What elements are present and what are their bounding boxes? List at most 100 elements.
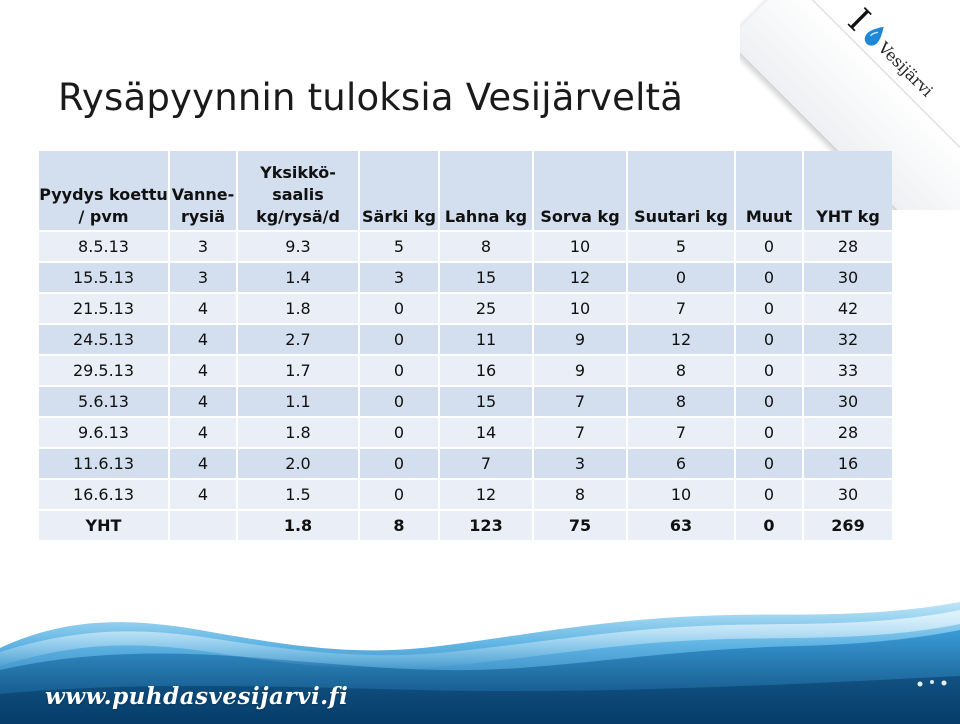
table-cell: 0 [736,356,802,385]
table-cell: 4 [170,387,236,416]
total-row: YHT 1.8 8 123 75 63 0 269 [39,511,892,540]
table-cell: 42 [804,294,892,323]
table-cell: 30 [804,480,892,509]
table-cell: 1.1 [238,387,358,416]
total-cell: 123 [440,511,532,540]
table-cell: 1.8 [238,294,358,323]
table-cell: 12 [628,325,734,354]
table-cell: 24.5.13 [39,325,168,354]
table-cell: 0 [360,480,438,509]
table-cell: 9.3 [238,232,358,261]
table-cell: 15 [440,387,532,416]
table-cell: 7 [534,387,626,416]
table-row: 11.6.13 4 2.0 0 7 3 6 0 16 [39,449,892,478]
table-cell: 0 [360,387,438,416]
table-cell: 0 [360,325,438,354]
table-cell: 0 [736,418,802,447]
table-cell: 33 [804,356,892,385]
total-cell [170,511,236,540]
table-cell: 0 [360,294,438,323]
total-cell: 63 [628,511,734,540]
table-cell: 16.6.13 [39,480,168,509]
table-cell: 30 [804,263,892,292]
column-header-line: Yksikkö- [260,163,336,182]
column-header-line: Suutari kg [634,207,728,226]
table-cell: 16 [440,356,532,385]
table-cell: 5 [360,232,438,261]
table-cell: 0 [736,294,802,323]
table-cell: 12 [534,263,626,292]
total-cell: 269 [804,511,892,540]
table-row: 9.6.13 4 1.8 0 14 7 7 0 28 [39,418,892,447]
table-cell: 0 [628,263,734,292]
column-header: Särki kg [360,151,438,230]
table-cell: 11.6.13 [39,449,168,478]
table-cell: 3 [170,263,236,292]
table-cell: 1.4 [238,263,358,292]
column-header: Muut [736,151,802,230]
table-cell: 2.0 [238,449,358,478]
table-cell: 3 [534,449,626,478]
table-cell: 4 [170,294,236,323]
column-header: Pyydys koettu / pvm [39,151,168,230]
total-cell: YHT [39,511,168,540]
table-cell: 5 [628,232,734,261]
table-row: 5.6.13 4 1.1 0 15 7 8 0 30 [39,387,892,416]
table-cell: 11 [440,325,532,354]
table-cell: 14 [440,418,532,447]
table-cell: 8 [628,356,734,385]
table-cell: 0 [360,449,438,478]
table-cell: 5.6.13 [39,387,168,416]
table-cell: 7 [628,418,734,447]
column-header: Yksikkö-saalis kg/rysä/d [238,151,358,230]
column-header-line: Särki kg [362,207,436,226]
table-cell: 0 [736,480,802,509]
table-cell: 4 [170,480,236,509]
table-body: 8.5.13 3 9.3 5 8 10 5 0 28 15.5.13 3 1.4 3 15 12 0 0 30 21… [39,232,892,540]
column-header: Vanne-rysiä [170,151,236,230]
total-cell: 8 [360,511,438,540]
table-row: 29.5.13 4 1.7 0 16 9 8 0 33 [39,356,892,385]
table-cell: 9.6.13 [39,418,168,447]
table-cell: 4 [170,449,236,478]
column-header: Suutari kg [628,151,734,230]
table-cell: 7 [534,418,626,447]
table-cell: 4 [170,325,236,354]
table-cell: 2.7 [238,325,358,354]
table-cell: 6 [628,449,734,478]
vesijarvi-logo: I Vesijärvi [807,1,948,147]
table-cell: 4 [170,418,236,447]
table-cell: 1.8 [238,418,358,447]
table-cell: 10 [534,232,626,261]
table-cell: 4 [170,356,236,385]
column-header-line: rysiä [180,207,226,226]
table-cell: 3 [360,263,438,292]
column-header-line: Vanne- [171,185,235,204]
column-header-line: Sorva kg [540,207,620,226]
table-cell: 1.7 [238,356,358,385]
table-cell: 8 [440,232,532,261]
table-cell: 10 [628,480,734,509]
column-header-line: saalis [272,185,324,204]
table-row: 21.5.13 4 1.8 0 25 10 7 0 42 [39,294,892,323]
column-header-line: Lahna kg [444,207,528,226]
column-header: Sorva kg [534,151,626,230]
catch-results-table: Pyydys koettu / pvm Vanne-rysiä Yksikkö-saa… [37,149,894,542]
table-cell: 29.5.13 [39,356,168,385]
table-cell: 0 [736,325,802,354]
total-cell: 1.8 [238,511,358,540]
column-header-line: YHT kg [816,207,880,226]
column-header-line: kg/rysä/d [256,207,340,226]
table-cell: 28 [804,418,892,447]
table-cell: 0 [360,418,438,447]
table-cell: 0 [736,263,802,292]
total-cell: 0 [736,511,802,540]
table-cell: 0 [736,449,802,478]
table-row: 16.6.13 4 1.5 0 12 8 10 0 30 [39,480,892,509]
table-cell: 9 [534,325,626,354]
table-cell: 28 [804,232,892,261]
table-cell: 25 [440,294,532,323]
table-cell: 7 [440,449,532,478]
water-waves [0,602,960,724]
table-header-row: Pyydys koettu / pvm Vanne-rysiä Yksikkö-saa… [39,151,892,230]
